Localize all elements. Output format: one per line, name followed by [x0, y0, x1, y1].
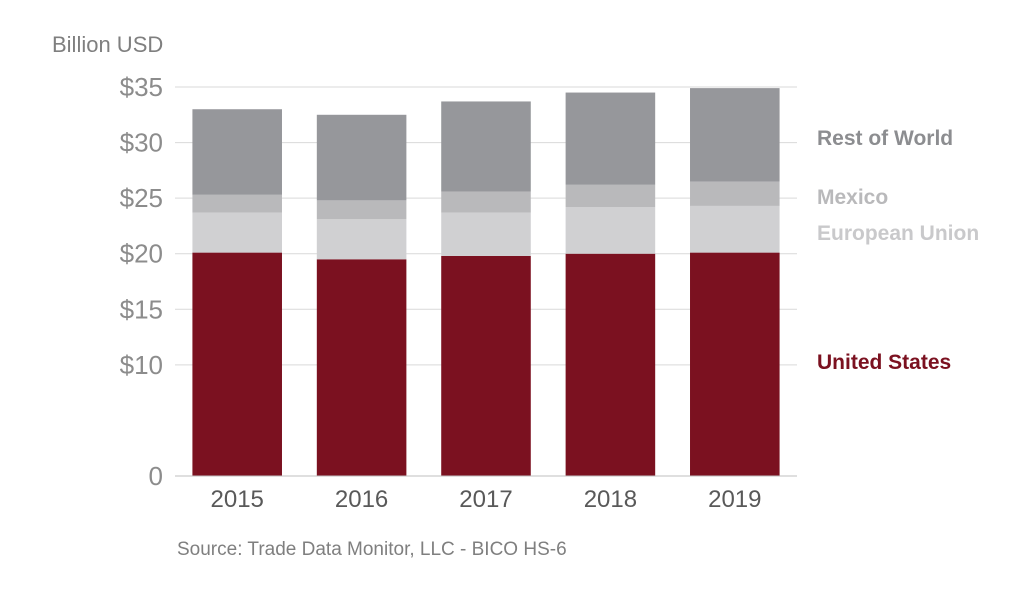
x-tick-label: 2016	[335, 486, 388, 513]
legend-european-union: European Union	[817, 222, 979, 245]
bar-european-union-2019	[690, 205, 780, 253]
bar-european-union-2016	[316, 219, 407, 260]
y-tick-label: $20	[120, 239, 163, 269]
bar-european-union-2015	[192, 212, 282, 253]
bar-rest-of-world-2019	[690, 88, 780, 182]
bar-rest-of-world-2016	[316, 114, 407, 201]
bar-united-states-2017	[441, 255, 531, 476]
bar-rest-of-world-2018	[565, 92, 656, 185]
x-tick-label: 2015	[211, 486, 264, 513]
bar-mexico-2017	[441, 191, 531, 213]
bar-united-states-2018	[565, 253, 656, 476]
bar-mexico-2018	[565, 184, 656, 208]
legend-united-states: United States	[817, 351, 951, 374]
bars	[192, 88, 780, 476]
source-note: Source: Trade Data Monitor, LLC - BICO H…	[177, 539, 567, 560]
bar-mexico-2019	[690, 181, 780, 206]
y-tick-label: $35	[120, 72, 163, 102]
y-axis-ticks: 0 $10 $15 $20 $25 $30 $35	[120, 72, 163, 491]
bar-european-union-2017	[441, 212, 531, 256]
bar-rest-of-world-2015	[192, 109, 282, 195]
bar-united-states-2016	[316, 259, 407, 476]
x-tick-label: 2019	[708, 486, 761, 513]
legend-mexico: Mexico	[817, 186, 888, 209]
y-tick-label: $10	[120, 350, 163, 380]
y-tick-label: 0	[149, 461, 163, 491]
x-tick-label: 2018	[584, 486, 637, 513]
x-tick-label: 2017	[459, 486, 512, 513]
bar-rest-of-world-2017	[441, 101, 531, 192]
bar-mexico-2015	[192, 194, 282, 213]
y-axis-title: Billion USD	[52, 32, 163, 57]
bar-european-union-2018	[565, 207, 656, 254]
bar-united-states-2019	[690, 252, 780, 476]
bar-united-states-2015	[192, 252, 282, 476]
bar-mexico-2016	[316, 200, 407, 220]
y-tick-label: $25	[120, 183, 163, 213]
y-tick-label: $15	[120, 294, 163, 324]
legend-rest-of-world: Rest of World	[817, 127, 953, 150]
legend: United States European Union Mexico Rest of…	[817, 127, 979, 374]
x-axis-labels: 2015 2016 2017 2018 2019	[211, 486, 762, 513]
y-tick-label: $30	[120, 128, 163, 158]
